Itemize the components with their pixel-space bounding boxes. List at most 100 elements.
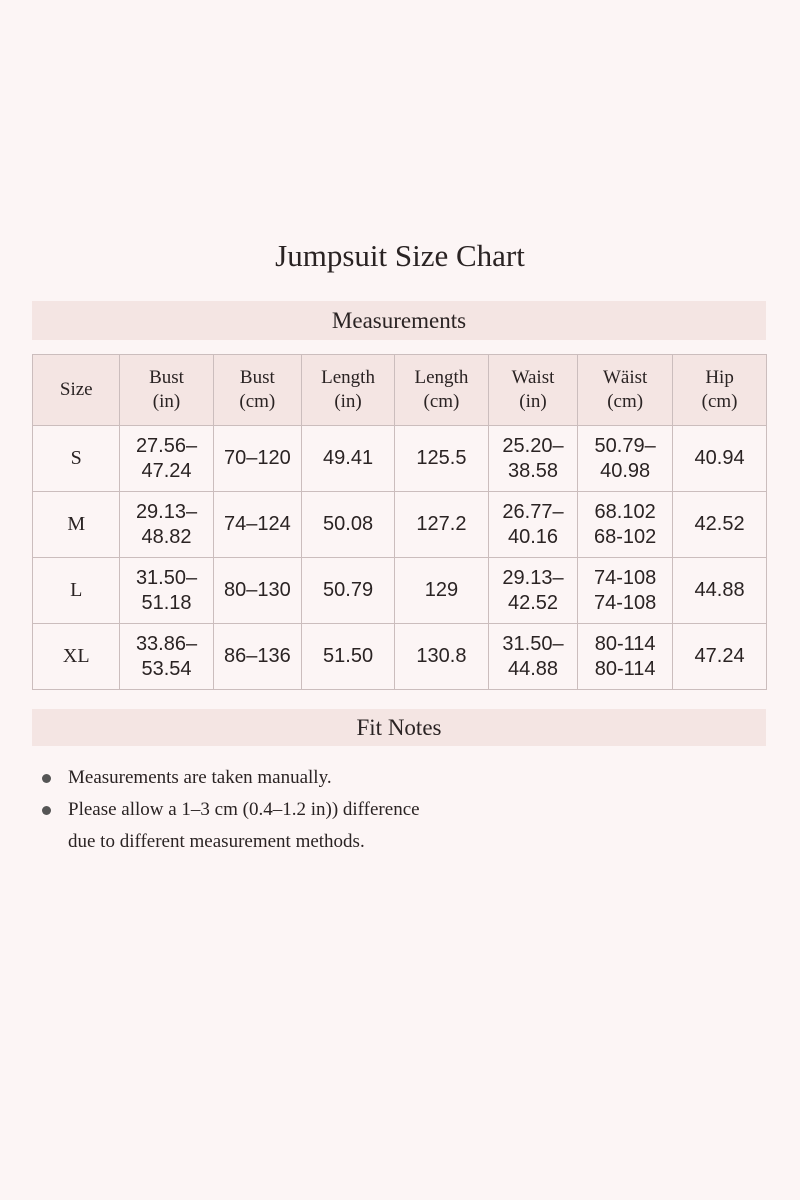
measurement-cell: 129	[394, 557, 489, 624]
cell-text-line: 27.56–	[135, 434, 198, 457]
cell-text-line: 125.5	[416, 447, 467, 469]
measurement-cell: 70–120	[212, 425, 303, 492]
cell-text-line: Length	[414, 367, 469, 388]
cell-text-line: Measurements are taken manually.	[68, 767, 332, 788]
cell-text-line: Waist	[511, 367, 555, 388]
cell-text-line: Size	[59, 379, 93, 400]
cell-text-line: 74-108	[593, 591, 657, 614]
measurement-cell: 40.94	[672, 425, 767, 492]
measurement-cell: 29.13– 42.52	[487, 557, 579, 624]
cell-text-line: 33.86–	[135, 632, 198, 655]
cell-text-line: 50.08	[323, 513, 374, 535]
cell-text-line: 40.16	[507, 525, 559, 548]
column-header: Length (cm)	[394, 354, 489, 426]
measurement-cell: 68.102 68-102	[577, 491, 674, 558]
fit-note-item: Please allow a 1–3 cm (0.4–1.2 in)) diff…	[40, 794, 420, 858]
measurement-cell: 125.5	[394, 425, 489, 492]
cell-text-line: 44.88	[507, 657, 559, 680]
cell-text-line: 50.79–	[594, 434, 656, 457]
table-row: XL 33.86– 53.54 86–136 51.50 130.8 31.50– 44.88…	[31, 623, 767, 690]
measurement-cell: 49.41	[301, 425, 395, 492]
measurement-cell: 50.79	[301, 557, 395, 624]
cell-text-line: 29.13–	[135, 500, 198, 523]
cell-text-line: (cm)	[239, 391, 276, 412]
measurement-cell: 31.50– 44.88	[487, 623, 579, 690]
column-header: Size	[31, 354, 121, 426]
cell-text-line: (in)	[152, 391, 181, 412]
size-cell: M	[31, 491, 121, 558]
cell-text-line: 74–124	[223, 513, 291, 535]
measurement-cell: 47.24	[672, 623, 767, 690]
measurement-cell: 86–136	[212, 623, 303, 690]
cell-text-line: 48.82	[141, 525, 192, 548]
measurement-cell: 80–130	[212, 557, 303, 624]
cell-text-line: Length	[321, 367, 375, 388]
cell-text-line: Please allow a 1–3 cm (0.4–1.2 in)) diff…	[68, 799, 420, 820]
measurement-cell: 50.08	[301, 491, 395, 558]
cell-text-line: (cm)	[423, 391, 460, 412]
table-row: M 29.13– 48.82 74–124 50.08 127.2 26.77– 40.16 6…	[31, 491, 767, 558]
cell-text-line: 80-114	[594, 657, 656, 680]
cell-text-line: XL	[62, 645, 90, 667]
cell-text-line: (in)	[334, 391, 362, 412]
page-title: Jumpsuit Size Chart	[275, 238, 525, 273]
cell-text-line: 127.2	[416, 513, 467, 535]
cell-text-line: 25.20–	[502, 434, 564, 457]
cell-text-line: 129	[424, 579, 459, 601]
cell-text-line: 86–136	[223, 645, 291, 667]
cell-text-line: (in)	[519, 391, 547, 412]
cell-text-line: 38.58	[507, 459, 559, 482]
cell-text-line: Bust	[149, 367, 184, 388]
measurement-cell: 31.50– 51.18	[119, 557, 214, 624]
cell-text-line: 47.24	[694, 645, 745, 667]
size-cell: S	[31, 425, 121, 492]
table-row: S 27.56– 47.24 70–120 49.41 125.5 25.20– 38.58 5…	[31, 425, 767, 492]
measurement-cell: 127.2	[394, 491, 489, 558]
cell-text-line: 44.88	[694, 579, 745, 601]
bullet-icon	[42, 774, 51, 783]
cell-text-line: 80–130	[223, 579, 291, 601]
size-cell: L	[31, 557, 121, 624]
measurement-cell: 25.20– 38.58	[487, 425, 579, 492]
bullet-icon	[42, 806, 51, 815]
cell-text-line: 42.52	[507, 591, 559, 614]
cell-text-line: 70–120	[223, 447, 291, 469]
cell-text-line: 51.18	[141, 591, 192, 614]
fit-notes-heading: Fit Notes	[32, 709, 766, 746]
cell-text-line: Hip	[705, 367, 734, 388]
measurement-cell: 50.79– 40.98	[577, 425, 674, 492]
column-header: Wäist (cm)	[577, 354, 674, 426]
measurement-cell: 33.86– 53.54	[119, 623, 214, 690]
measurements-heading: Measurements	[32, 301, 766, 340]
cell-text-line: 74-108	[593, 566, 657, 589]
cell-text-line: 80-114	[594, 632, 656, 655]
cell-text-line: 47.24	[141, 459, 192, 482]
column-header: Bust (in)	[119, 354, 214, 426]
measurement-cell: 29.13– 48.82	[119, 491, 214, 558]
measurement-cell: 74-108 74-108	[577, 557, 674, 624]
cell-text-line: 130.8	[416, 645, 467, 667]
cell-text-line: 50.79	[323, 579, 374, 601]
cell-text-line: 40.94	[694, 447, 745, 469]
measurement-cell: 26.77– 40.16	[487, 491, 579, 558]
measurement-cell: 130.8	[394, 623, 489, 690]
cell-text-line: 53.54	[141, 657, 192, 680]
cell-text-line: Bust	[239, 367, 275, 388]
cell-text-line: 68.102	[594, 500, 656, 523]
cell-text-line: 40.98	[600, 459, 651, 482]
cell-text-line: 31.50–	[135, 566, 198, 589]
cell-text-line: 42.52	[694, 513, 745, 535]
cell-text-line: 51.50	[323, 645, 374, 667]
cell-text-line: Wäist	[602, 367, 648, 388]
measurement-cell: 42.52	[672, 491, 767, 558]
cell-text-line: 68-102	[593, 525, 657, 548]
cell-text-line: 31.50–	[502, 632, 564, 655]
column-header: Hip (cm)	[672, 354, 767, 426]
cell-text-line: (cm)	[607, 391, 644, 412]
cell-text-line: 26.77–	[502, 500, 564, 523]
cell-text-line: 29.13–	[502, 566, 564, 589]
table-header-row: Size Bust (in) Bust (cm) Length (in) Length (cm)…	[31, 354, 767, 426]
column-header: Length (in)	[301, 354, 395, 426]
cell-text-line: 49.41	[323, 447, 374, 469]
size-table: Size Bust (in) Bust (cm) Length (in) Length (cm)…	[31, 354, 767, 690]
